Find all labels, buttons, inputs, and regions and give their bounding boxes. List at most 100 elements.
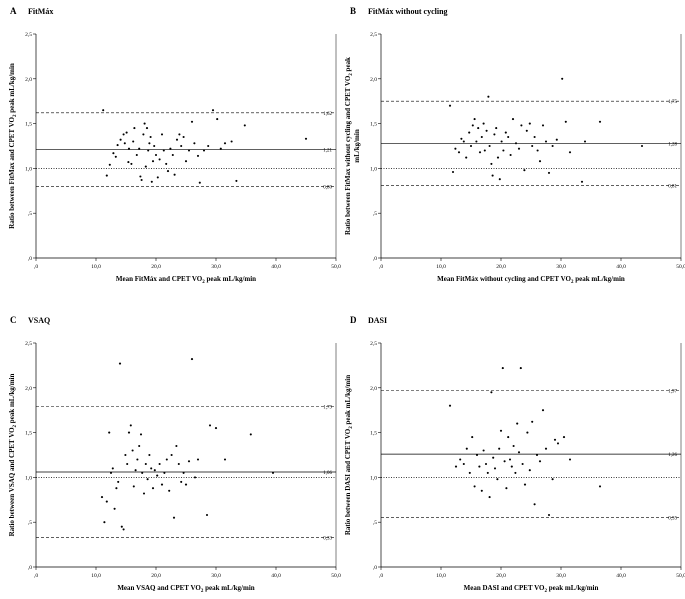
label-subscript: 2 [349, 73, 354, 76]
data-point [180, 144, 183, 148]
data-point [465, 156, 468, 159]
data-point [163, 471, 166, 474]
data-point [483, 149, 486, 152]
data-point [138, 147, 141, 150]
label-part: Ratio between FitMax and CPET VO [8, 116, 16, 228]
data-point [460, 137, 463, 140]
data-point [544, 140, 548, 143]
data-point [177, 462, 180, 466]
data-point [184, 483, 188, 486]
data-point [156, 176, 159, 179]
x-tick-label: 20,0 [151, 573, 161, 579]
data-point [520, 124, 523, 127]
y-tick-label: 1,5 [370, 122, 377, 128]
data-point [205, 513, 209, 517]
data-point [193, 476, 197, 479]
data-point [547, 171, 551, 174]
panel-letter: B [350, 6, 356, 16]
data-point [166, 170, 170, 173]
data-point [160, 483, 164, 486]
data-point [146, 478, 149, 481]
data-point [448, 104, 452, 107]
label-part: Mean DASI and CPET VO [464, 584, 545, 592]
data-point [158, 158, 161, 161]
panel-title: VSAQ [28, 316, 50, 325]
data-point [130, 162, 133, 165]
data-point [531, 420, 534, 423]
data-point [480, 489, 483, 492]
data-point [182, 135, 185, 139]
y-tick-label: 2,5 [370, 341, 377, 347]
data-point [462, 140, 465, 143]
y-tick-label: 2,5 [370, 32, 377, 38]
y-axis-label: Ratio between FitMax and CPET VO2 peak m… [8, 63, 18, 229]
data-point [119, 138, 122, 141]
x-tick-label: 50,0 [331, 264, 341, 270]
data-point [144, 165, 147, 168]
data-point [475, 140, 478, 143]
y-tick-label: ,0 [28, 256, 32, 262]
data-point [482, 449, 485, 452]
x-tick-label: 30,0 [211, 573, 221, 579]
x-tick-label: 20,0 [151, 264, 161, 270]
y-axis-label: Ratio between VSAQ and CPET VO2 peak mL/… [8, 373, 18, 536]
y-tick-label: 1,0 [25, 475, 32, 481]
data-point [168, 489, 171, 492]
data-point [223, 458, 227, 461]
data-point [521, 462, 524, 466]
data-point [514, 142, 518, 145]
x-tick-label: 40,0 [616, 573, 626, 579]
x-tick-label: 40,0 [616, 264, 626, 270]
data-point [173, 173, 176, 176]
data-point [202, 149, 206, 152]
label-part: peak mL/kg/min [8, 373, 16, 424]
data-point [142, 133, 145, 136]
data-point [454, 147, 457, 150]
panel-title: DASI [368, 316, 387, 325]
data-point [153, 144, 156, 148]
y-tick-label: ,5 [28, 211, 32, 217]
x-tick-label: 40,0 [271, 264, 281, 270]
x-tick-label: 20,0 [496, 573, 506, 579]
data-point [108, 163, 111, 166]
data-point [561, 77, 564, 80]
data-point [144, 462, 147, 466]
data-point [499, 429, 503, 432]
data-point [136, 458, 139, 461]
data-point [116, 144, 119, 147]
reference-line-label: 0,33 [323, 536, 332, 541]
data-point [507, 135, 510, 139]
data-point [512, 444, 515, 448]
panel-d: D DASI ,0 ,5 1,0 1,5 2,0 2,5 ,0 10,0 20,0 30,0 40,0 5… [344, 315, 685, 594]
data-point [471, 124, 474, 127]
panel-a: A FitMáx ,0 ,5 1,0 1,5 2,0 2,5 ,0 10,0 20,0 30,0 40,… [8, 6, 341, 285]
data-point [141, 471, 144, 474]
data-point [525, 129, 528, 132]
data-point [122, 528, 125, 531]
label-part: mL/kg/min [353, 129, 361, 163]
data-point [184, 160, 188, 163]
data-point [528, 122, 531, 125]
data-point [271, 471, 275, 474]
data-point [480, 135, 483, 139]
x-tick-label: 30,0 [556, 264, 566, 270]
label-part: peak [344, 57, 352, 73]
data-point [109, 471, 113, 474]
data-point [568, 458, 572, 461]
data-point [468, 471, 471, 474]
data-point [182, 471, 185, 474]
data-point [502, 149, 505, 152]
panel-b: B FitMáx without cycling ,0 ,5 1,0 1,5 2,0 2,5,… [344, 6, 685, 285]
data-point [478, 151, 482, 154]
data-point [496, 478, 499, 481]
data-point [151, 160, 155, 163]
data-point [162, 149, 165, 152]
label-part: peak mL/kg/min [203, 584, 254, 592]
data-point [451, 170, 455, 174]
reference-line-label: 0,80 [323, 185, 332, 190]
data-point [139, 433, 143, 436]
data-point [126, 462, 129, 466]
data-point [500, 140, 503, 143]
y-tick-label: 2,0 [25, 386, 32, 392]
